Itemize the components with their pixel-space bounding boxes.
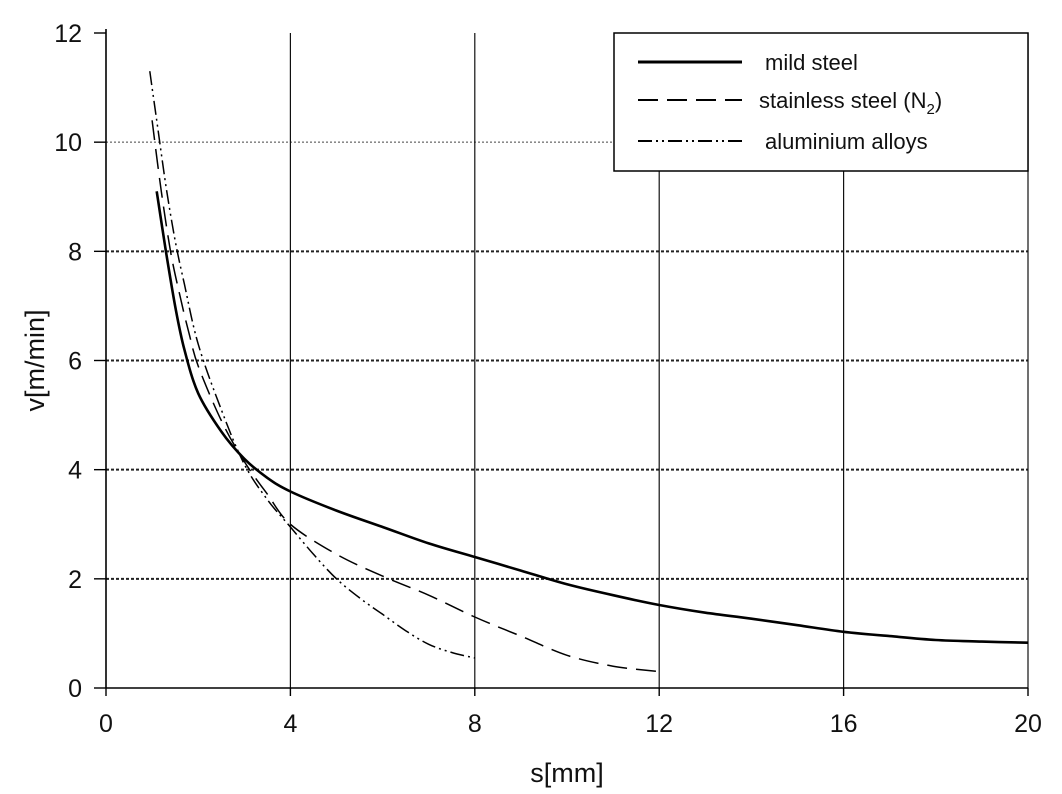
legend-label: mild steel bbox=[765, 50, 858, 75]
y-tick-label: 6 bbox=[68, 348, 82, 376]
x-tick-label: 0 bbox=[99, 710, 113, 738]
series-line-0 bbox=[155, 191, 1029, 644]
x-tick-label: 20 bbox=[1014, 710, 1042, 738]
y-tick-label: 4 bbox=[68, 457, 82, 485]
y-tick-label: 8 bbox=[68, 238, 82, 266]
y-tick-label: 2 bbox=[68, 566, 82, 594]
x-tick-label: 4 bbox=[283, 710, 297, 738]
y-tick-label: 12 bbox=[54, 20, 82, 48]
x-axis-label: s[mm] bbox=[530, 758, 604, 788]
x-tick-label: 8 bbox=[468, 710, 482, 738]
x-tick-label: 12 bbox=[645, 710, 673, 738]
y-tick-label: 10 bbox=[54, 129, 82, 157]
y-axis-label: v[m/min] bbox=[20, 309, 50, 411]
legend-box bbox=[613, 32, 1029, 172]
legend-label: aluminium alloys bbox=[765, 129, 928, 154]
y-tick-label: 0 bbox=[68, 675, 82, 703]
series-lines bbox=[149, 71, 1029, 673]
axes bbox=[94, 29, 1029, 696]
series-line-2 bbox=[149, 71, 475, 659]
legend-label: stainless steel (N2) bbox=[759, 88, 942, 118]
x-tick-label: 16 bbox=[830, 710, 858, 738]
tick-labels: 0 2 4 6 8 10 12 0 4 8 12 16 20 bbox=[54, 20, 1042, 738]
series-line-1 bbox=[151, 120, 660, 673]
legend: mild steel stainless steel (N2) aluminium … bbox=[613, 32, 1029, 172]
